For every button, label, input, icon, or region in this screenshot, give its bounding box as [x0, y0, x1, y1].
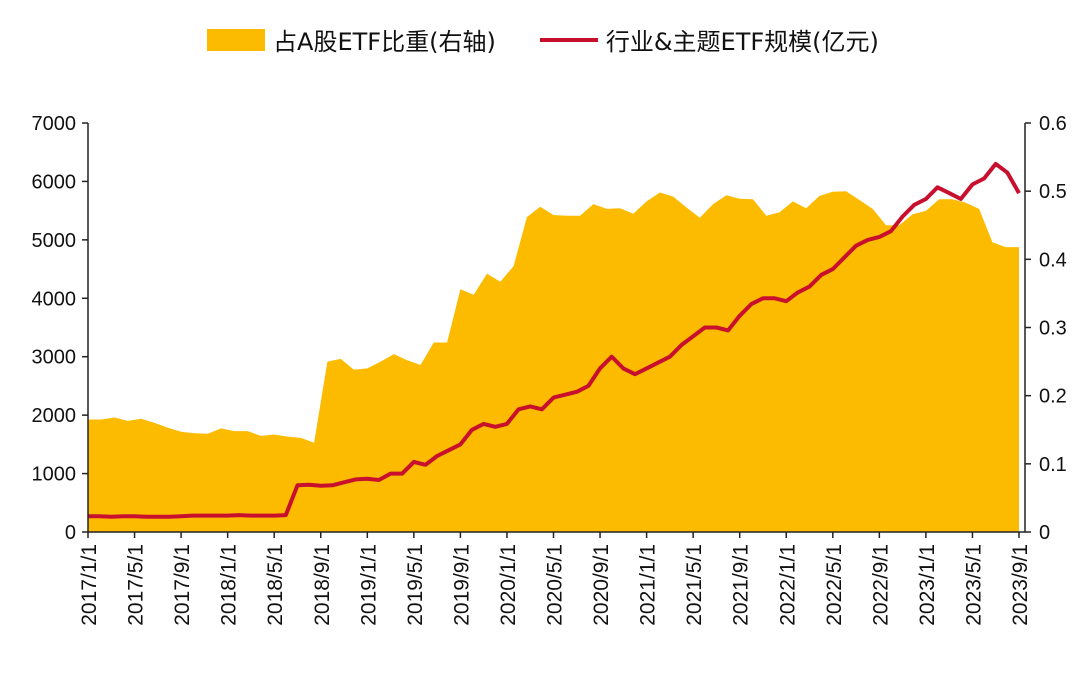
x-tick-label: 2018/5/1 — [264, 544, 287, 626]
y-right-tick-label: 0 — [1039, 522, 1050, 544]
x-tick-label: 2019/1/1 — [357, 544, 380, 626]
x-tick-label: 2021/1/1 — [637, 544, 660, 626]
legend-swatch-line — [539, 37, 598, 42]
area-series — [88, 191, 1019, 532]
x-tick-label: 2021/9/1 — [730, 544, 753, 626]
y-right-tick-label: 0.3 — [1039, 318, 1067, 340]
legend-swatch-area — [207, 28, 266, 51]
x-tick-label: 2023/1/1 — [916, 544, 939, 626]
x-tick-label: 2022/1/1 — [776, 544, 799, 626]
x-tick-label: 2018/1/1 — [218, 544, 241, 626]
x-tick-label: 2019/5/1 — [404, 544, 427, 626]
y-left-tick-label: 5000 — [32, 230, 77, 252]
x-tick-label: 2023/9/1 — [1009, 544, 1032, 626]
x-tick-label: 2017/1/1 — [78, 544, 101, 626]
x-tick-label: 2022/9/1 — [869, 544, 892, 626]
y-right-tick-label: 0.4 — [1039, 249, 1067, 271]
y-left-tick-label: 1000 — [32, 464, 77, 486]
legend-label-line: 行业&主题ETF规模(亿元) — [605, 28, 879, 56]
y-right-tick-label: 0.5 — [1039, 181, 1067, 203]
legend: 占A股ETF比重(右轴) 行业&主题ETF规模(亿元) — [0, 22, 1086, 57]
y-right-tick-label: 0.1 — [1039, 454, 1067, 476]
y-left-tick-label: 2000 — [32, 405, 77, 427]
x-tick-label: 2020/1/1 — [497, 544, 520, 626]
x-tick-label: 2021/5/1 — [683, 544, 706, 626]
y-left-tick-label: 7000 — [32, 113, 77, 135]
y-left-tick-label: 3000 — [32, 347, 77, 369]
x-tick-label: 2018/9/1 — [311, 544, 334, 626]
line-series — [88, 161, 1021, 519]
y-right-tick-label: 0.2 — [1039, 386, 1067, 408]
x-tick-label: 2020/9/1 — [590, 544, 613, 626]
y-left-tick-label: 0 — [65, 522, 76, 544]
x-tick-label: 2017/9/1 — [171, 544, 194, 626]
y-left-tick-label: 6000 — [32, 171, 77, 193]
legend-label-area: 占A股ETF比重(右轴) — [273, 28, 496, 56]
x-tick-label: 2017/5/1 — [125, 544, 148, 626]
x-tick-label: 2020/5/1 — [544, 544, 567, 626]
x-tick-label: 2023/5/1 — [962, 544, 985, 626]
x-tick-label: 2019/9/1 — [450, 544, 473, 626]
y-right-tick-label: 0.6 — [1039, 113, 1067, 135]
legend-item-line: 行业&主题ETF规模(亿元) — [539, 22, 879, 57]
legend-item-area: 占A股ETF比重(右轴) — [207, 22, 496, 57]
x-tick-label: 2022/5/1 — [823, 544, 846, 626]
y-left-tick-label: 4000 — [32, 288, 77, 310]
